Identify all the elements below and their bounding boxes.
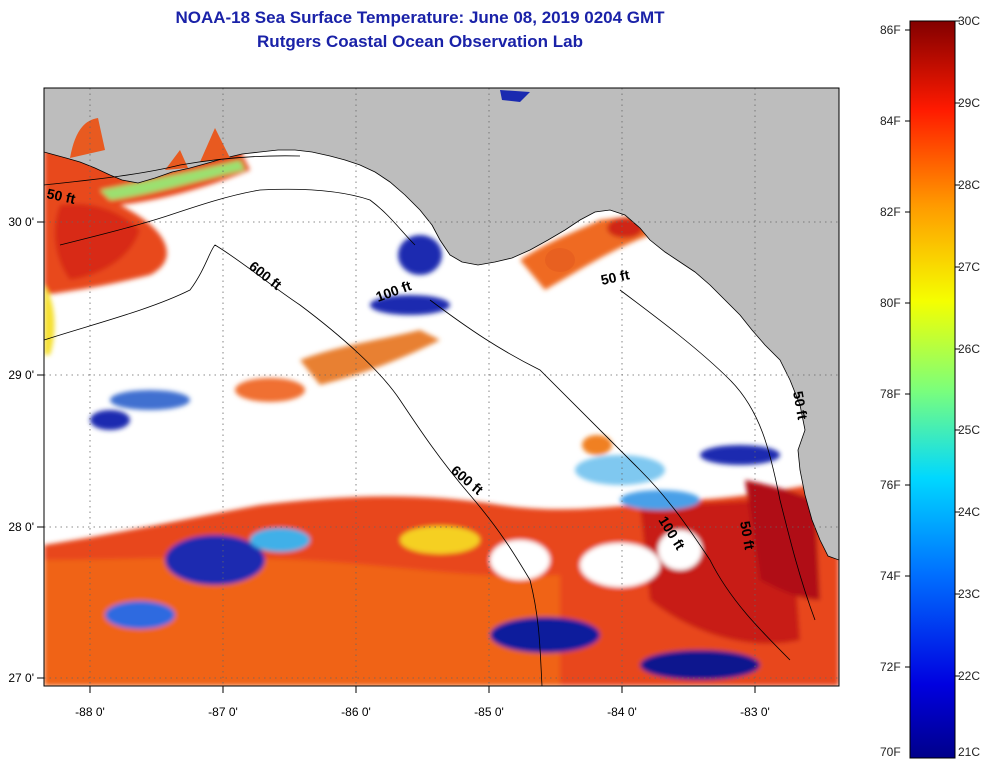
colorbar-label-f: 82F xyxy=(880,205,901,219)
lon-tick-label: -87 0' xyxy=(208,705,238,719)
lon-tick-label: -88 0' xyxy=(75,705,105,719)
contour-label: 50 ft xyxy=(790,390,811,421)
lat-tick-label: 30 0' xyxy=(8,215,34,229)
lat-tick-label: 28 0' xyxy=(8,520,34,534)
colorbar-label-c: 21C xyxy=(958,745,981,759)
map-frame xyxy=(43,87,840,687)
chart-title: NOAA-18 Sea Surface Temperature: June 08… xyxy=(175,8,665,27)
colorbar-ticks xyxy=(905,20,960,677)
axis-ticks xyxy=(37,221,756,693)
depth-contours xyxy=(44,155,816,686)
colorbar-label-c: 29C xyxy=(958,96,981,110)
sst-field xyxy=(44,114,839,686)
colorbar-label-f: 70F xyxy=(880,745,901,759)
land-mass xyxy=(44,88,839,561)
colorbar-label-f: 78F xyxy=(880,387,901,401)
colorbar-label-c: 26C xyxy=(958,342,981,356)
contour-label: 50 ft xyxy=(599,266,631,288)
lon-tick-label: -86 0' xyxy=(341,705,371,719)
colorbar-label-c: 28C xyxy=(958,178,981,192)
contour-label: 50 ft xyxy=(737,520,758,551)
colorbar-label-f: 72F xyxy=(880,660,901,674)
chart-subtitle: Rutgers Coastal Ocean Observation Lab xyxy=(257,32,583,51)
colorbar-label-c: 30C xyxy=(958,14,981,28)
colorbar-label-c: 23C xyxy=(958,587,981,601)
colorbar-label-c: 24C xyxy=(958,505,981,519)
lat-tick-label: 29 0' xyxy=(8,368,34,382)
colorbar-label-c: 25C xyxy=(958,423,981,437)
colorbar-label-c: 22C xyxy=(958,669,981,683)
lon-tick-label: -83 0' xyxy=(740,705,770,719)
colorbar-label-c: 27C xyxy=(958,260,981,274)
contour-label: 50 ft xyxy=(45,185,77,207)
colorbar-label-f: 80F xyxy=(880,296,901,310)
graticule xyxy=(44,88,839,686)
colorbar-label-f: 76F xyxy=(880,478,901,492)
colorbar-label-f: 86F xyxy=(880,23,901,37)
colorbar-label-f: 74F xyxy=(880,569,901,583)
lat-tick-label: 27 0' xyxy=(8,671,34,685)
colorbar-label-f: 84F xyxy=(880,114,901,128)
lon-tick-label: -84 0' xyxy=(607,705,637,719)
colorbar xyxy=(909,20,956,759)
map-area: 50 ft 600 ft 100 ft 600 ft 100 ft 50 ft … xyxy=(44,88,839,686)
lon-tick-label: -85 0' xyxy=(474,705,504,719)
